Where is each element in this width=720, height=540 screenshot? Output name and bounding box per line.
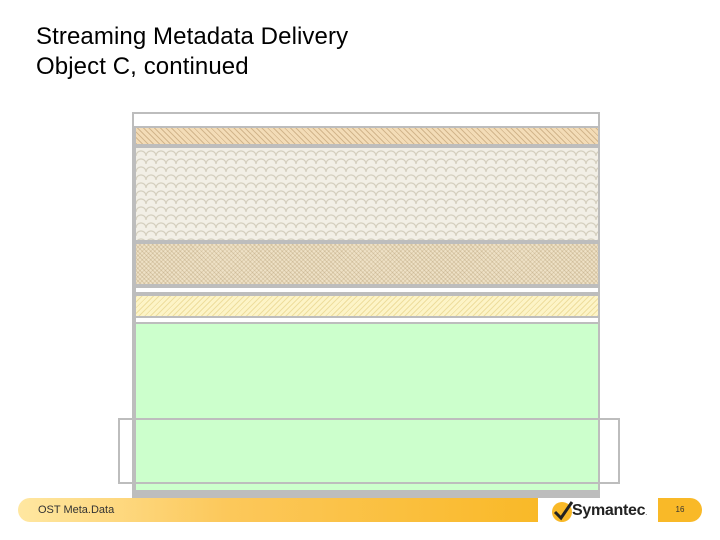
footer-bar [18,498,538,522]
bottom-rule [134,490,600,494]
header-band [134,126,600,146]
page-title: Streaming Metadata Delivery Object C, co… [36,22,348,82]
symantec-checkmark-icon [552,501,574,522]
footer-label: OST Meta.Data [38,504,115,516]
page-number: 16 [675,505,685,514]
crosshatch-region [134,242,600,286]
page-title-line-1: Streaming Metadata Delivery [36,23,349,50]
overlay-frame [118,418,620,484]
page-title-line-2: Object C, continued [36,53,249,80]
page-number-badge: 16 [658,498,702,522]
metadata-object-diagram [118,112,622,502]
spacer-band [134,286,600,294]
brand-text: Symantec [572,502,646,519]
brand-mark: . [645,510,647,517]
brand-name: Symantec. [572,502,647,520]
green-data-region [134,322,600,496]
scale-pattern-region [134,146,600,242]
light-hatch-band [134,294,600,318]
